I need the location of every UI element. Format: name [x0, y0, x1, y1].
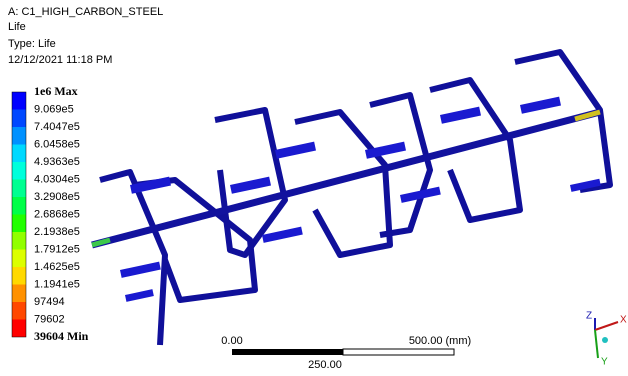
legend-band	[12, 267, 26, 285]
legend-band	[12, 320, 26, 338]
legend-label: 2.1938e5	[34, 226, 80, 238]
legend-band	[12, 110, 26, 128]
legend-label: 97494	[34, 296, 65, 308]
scale-bar: 0.00 500.00 (mm) 250.00	[221, 335, 471, 371]
blade	[262, 227, 303, 243]
legend-label: 4.0304e5	[34, 173, 80, 185]
triad-y-label: Y	[601, 357, 608, 368]
triad-z-label: Z	[586, 311, 592, 322]
legend-label: 79602	[34, 313, 65, 325]
legend-label: 1.4625e5	[34, 261, 80, 273]
legend-band	[12, 302, 26, 320]
scale-start: 0.00	[221, 335, 242, 347]
shaft-end	[575, 112, 600, 119]
blade	[230, 177, 271, 194]
legend: 1e6 Max 9.069e5 7.4047e5 6.0458e5 4.9363e5 4.…	[12, 84, 89, 343]
blade	[440, 107, 481, 124]
scale-segment	[343, 349, 454, 355]
legend-label: 1.7912e5	[34, 243, 80, 255]
result-date: 12/12/2021 11:18 PM	[8, 54, 112, 66]
triad-x-label: X	[620, 315, 627, 326]
scale-end: 500.00 (mm)	[409, 335, 471, 347]
legend-band	[12, 92, 26, 110]
legend-label: 39604 Min	[34, 329, 89, 343]
legend-band	[12, 232, 26, 250]
legend-band	[12, 127, 26, 145]
triad-x	[595, 322, 618, 330]
blade	[125, 289, 154, 302]
legend-band	[12, 250, 26, 268]
triad: Z X Y	[586, 311, 627, 368]
legend-label: 1e6 Max	[34, 84, 78, 98]
model-name: A: C1_HIGH_CARBON_STEEL	[8, 6, 163, 18]
legend-label: 4.9363e5	[34, 156, 80, 168]
legend-band	[12, 197, 26, 215]
blade	[520, 97, 561, 114]
blade	[275, 142, 316, 159]
model	[92, 52, 610, 345]
legend-band	[12, 145, 26, 163]
triad-center	[602, 337, 608, 343]
viewport: A: C1_HIGH_CARBON_STEEL Life Type: Life …	[0, 0, 628, 371]
legend-label: 7.4047e5	[34, 121, 80, 133]
legend-label: 9.069e5	[34, 103, 74, 115]
result-name: Life	[8, 21, 26, 33]
legend-label: 6.0458e5	[34, 138, 80, 150]
scale-mid: 250.00	[308, 359, 342, 371]
legend-band	[12, 180, 26, 198]
legend-band	[12, 215, 26, 233]
legend-label: 3.2908e5	[34, 191, 80, 203]
triad-y	[595, 330, 598, 358]
scale-segment	[232, 349, 343, 355]
legend-band	[12, 285, 26, 303]
loop	[100, 172, 165, 345]
legend-label: 2.6868e5	[34, 208, 80, 220]
legend-band	[12, 162, 26, 180]
legend-label: 1.1941e5	[34, 278, 80, 290]
loop	[135, 180, 255, 300]
blade	[120, 262, 161, 278]
loop	[295, 112, 390, 255]
result-type: Type: Life	[8, 38, 56, 50]
